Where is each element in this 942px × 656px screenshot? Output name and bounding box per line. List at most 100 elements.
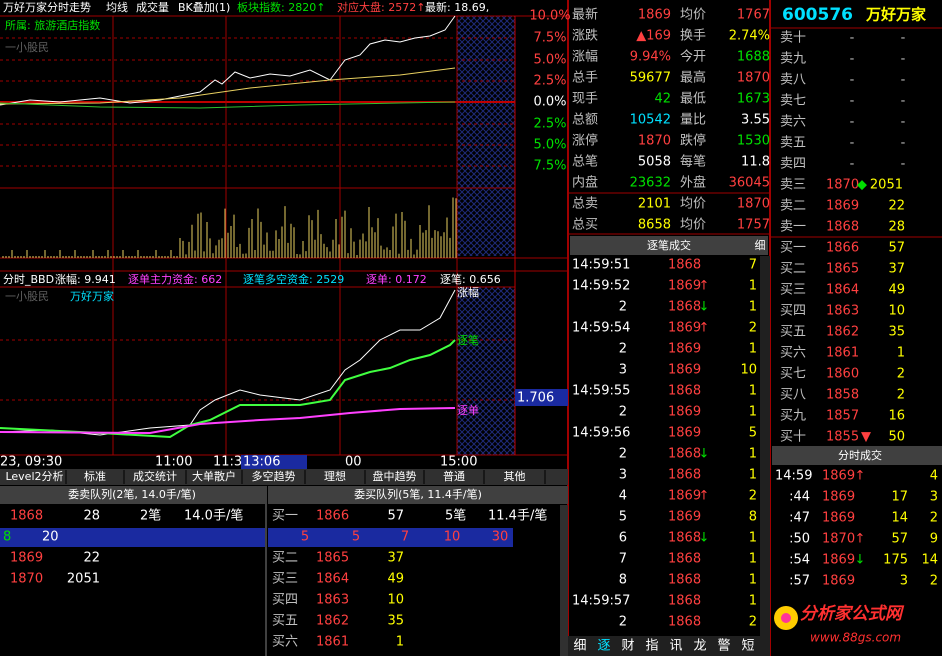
tick-arrow: ↑ xyxy=(855,532,866,547)
quote-label: 最新 xyxy=(572,7,598,23)
header-item: 对应大盘: 2572↑ xyxy=(337,0,425,14)
trade-price: 1868 xyxy=(668,300,701,315)
trade-arrow: ↓ xyxy=(699,447,710,462)
quote-label: 总卖 xyxy=(572,197,598,212)
trade-volume: 2 xyxy=(749,321,757,336)
level-volume: 50 xyxy=(888,430,905,445)
header-item: BK叠加(1) xyxy=(178,1,230,14)
tab[interactable]: 细 xyxy=(755,239,766,252)
trade-volume: 1 xyxy=(749,384,757,399)
trade-price: 1868 xyxy=(668,258,701,273)
level-price: - xyxy=(850,115,855,130)
queue-detail: 30 xyxy=(492,530,509,545)
trade-price: 1868 xyxy=(668,615,701,630)
level-label: 卖一 xyxy=(780,220,806,235)
queue-cell: 14.0手/笔 xyxy=(184,508,243,524)
header-item: 成交量 xyxy=(136,0,169,14)
trade-price: 1868 xyxy=(668,384,701,399)
quote-value: 2.74% xyxy=(729,29,770,44)
level-label: 买六 xyxy=(780,346,806,361)
bottom-tab[interactable]: 细 xyxy=(573,639,586,654)
tab[interactable]: 其他 xyxy=(504,470,526,483)
trade-time: 2 xyxy=(619,300,627,315)
stock-name: 万好万家 xyxy=(865,6,926,24)
bottom-tab[interactable]: 讯 xyxy=(669,639,682,654)
queue-volume: 37 xyxy=(387,551,404,566)
level-price: 1870 xyxy=(826,178,859,193)
tab[interactable]: 理想 xyxy=(324,469,346,483)
tick-count: 14 xyxy=(921,553,938,568)
quote-label: 总买 xyxy=(572,218,598,233)
level-price: 1861 xyxy=(826,346,859,361)
quote-value: 1688 xyxy=(737,50,770,65)
quote-label: 均价 xyxy=(680,197,706,212)
level-volume: - xyxy=(901,31,906,46)
quote-label: 今开 xyxy=(680,49,706,65)
level-volume: 35 xyxy=(888,325,905,340)
level-label: 卖九 xyxy=(780,52,806,67)
level-price: 1868 xyxy=(826,220,859,235)
trade-volume: 2 xyxy=(749,615,757,630)
level-volume: 37 xyxy=(888,262,905,277)
tab[interactable]: 成交统计 xyxy=(133,469,177,483)
sector-label: 所属: 旅游酒店指数 xyxy=(5,18,100,32)
quote-value: 1530 xyxy=(737,134,770,149)
tick-price: 1869 xyxy=(822,553,855,568)
indicator-item: 逐笔多空资金: 2529 xyxy=(243,272,344,286)
time-label: 11:00 xyxy=(155,455,192,470)
trade-time: 2 xyxy=(619,405,627,420)
level-label: 卖四 xyxy=(780,157,806,172)
queue-detail: 5 xyxy=(352,530,360,545)
level-volume: 22 xyxy=(888,199,905,214)
quote-value: 10542 xyxy=(630,113,671,128)
queue-price: 1864 xyxy=(316,572,349,587)
queue-cell: 1866 xyxy=(316,509,349,524)
queue-detail: 7 xyxy=(401,530,409,545)
bottom-tab[interactable]: 龙 xyxy=(693,639,706,654)
level-volume: 57 xyxy=(888,241,905,256)
bottom-tab[interactable]: 逐 xyxy=(597,639,610,654)
cursor-value: 1.706 xyxy=(517,391,554,406)
pct-axis-label: 2.5% xyxy=(533,117,566,132)
level-price: - xyxy=(850,31,855,46)
quote-value: 42 xyxy=(654,92,671,107)
level-price: - xyxy=(850,52,855,67)
level-volume: 10 xyxy=(888,304,905,319)
trade-volume: 1 xyxy=(749,594,757,609)
level-price: - xyxy=(850,157,855,172)
queue-price: 1865 xyxy=(316,551,349,566)
tab[interactable]: 多空趋势 xyxy=(252,469,296,483)
tab[interactable]: 大单散户 xyxy=(192,469,236,483)
queue-label: 买三 xyxy=(272,572,298,587)
queue-cell: 买一 xyxy=(272,509,298,524)
trade-price: 1868 xyxy=(668,552,701,567)
trade-volume: 1 xyxy=(749,405,757,420)
trade-volume: 1 xyxy=(749,279,757,294)
tick-count: 9 xyxy=(930,532,938,547)
quote-label: 均价 xyxy=(680,218,706,233)
quote-label: 每笔 xyxy=(680,154,706,170)
header-item: 板块指数: 2820↑ xyxy=(237,0,325,14)
trade-volume: 1 xyxy=(749,300,757,315)
tick-volume: 14 xyxy=(891,511,908,526)
bottom-tab[interactable]: 警 xyxy=(717,638,730,654)
trade-price: 1869 xyxy=(668,510,701,525)
time-label: 11:3 xyxy=(213,455,242,470)
logo-url: www.88gs.com xyxy=(810,631,901,645)
bottom-tab[interactable]: 短 xyxy=(741,639,754,654)
tab[interactable]: 普通 xyxy=(443,469,465,483)
pct-axis-label: 10.0% xyxy=(529,9,570,24)
trade-time: 4 xyxy=(619,489,627,504)
bottom-tab[interactable]: 指 xyxy=(645,639,658,654)
tab[interactable]: Level2分析 xyxy=(5,469,63,483)
trade-arrow: ↓ xyxy=(699,531,710,546)
trade-time: 3 xyxy=(619,363,627,378)
level-label: 买二 xyxy=(780,262,806,277)
bottom-tab[interactable]: 财 xyxy=(621,639,634,654)
tab[interactable]: 标准 xyxy=(84,469,106,483)
quote-label: 外盘 xyxy=(680,175,706,191)
quote-value: 5058 xyxy=(638,155,671,170)
level-price: 1857 xyxy=(826,409,859,424)
tab[interactable]: 盘中趋势 xyxy=(373,469,417,483)
